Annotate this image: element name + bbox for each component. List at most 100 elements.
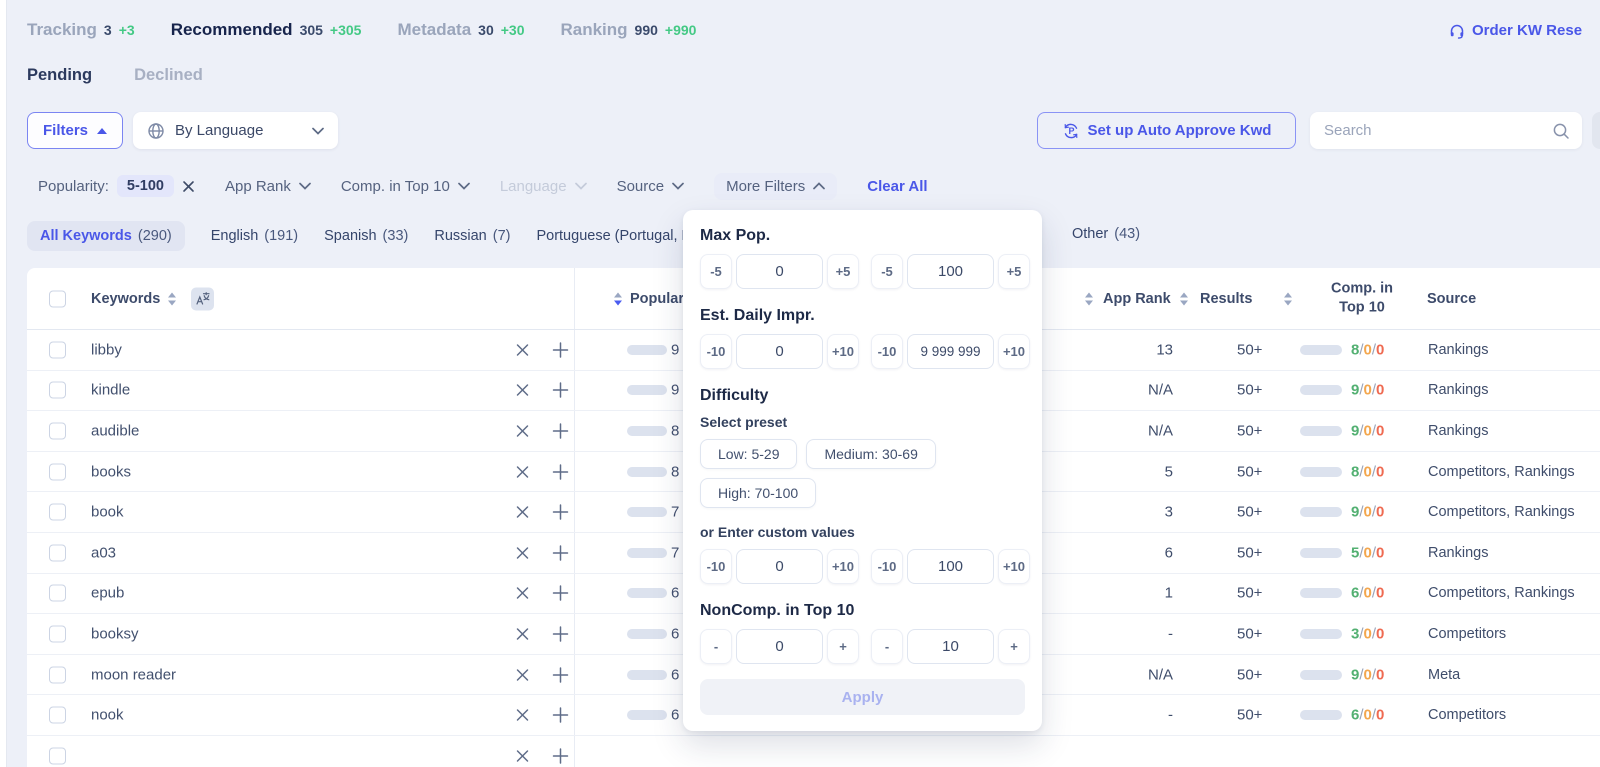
results-value: 50+ — [1237, 422, 1263, 440]
nav-item[interactable]: Recommended 305 +305 — [171, 20, 362, 40]
impr-max-increment[interactable]: +10 — [998, 334, 1030, 369]
add-keyword-icon[interactable] — [552, 341, 569, 358]
comp-top10-chip[interactable]: Comp. in Top 10 — [341, 178, 470, 195]
add-keyword-icon[interactable] — [552, 463, 569, 480]
decline-keyword-icon[interactable] — [515, 708, 530, 723]
decline-keyword-icon[interactable] — [515, 423, 530, 438]
add-keyword-icon[interactable] — [552, 544, 569, 561]
max-pop-min-increment[interactable]: +5 — [827, 254, 859, 289]
decline-keyword-icon[interactable] — [515, 545, 530, 560]
row-checkbox[interactable] — [49, 747, 66, 765]
decline-keyword-icon[interactable] — [515, 383, 530, 398]
language-tab-other[interactable]: Other (43) — [1072, 226, 1140, 242]
search-input[interactable] — [1324, 122, 1552, 139]
header-keywords[interactable]: Keywords — [91, 290, 161, 307]
decline-keyword-icon[interactable] — [515, 464, 530, 479]
popularity-chip[interactable]: Popularity: 5-100 — [38, 175, 195, 197]
max-pop-max-input[interactable]: 100 — [907, 254, 994, 289]
noncomp-min-decrement[interactable]: - — [700, 629, 732, 664]
by-language-dropdown[interactable]: By Language — [133, 112, 338, 149]
edge-button-partial[interactable] — [1592, 112, 1600, 149]
header-app-rank[interactable]: App Rank — [1103, 290, 1171, 307]
tab-pending[interactable]: Pending — [27, 66, 93, 84]
max-pop-max-increment[interactable]: +5 — [998, 254, 1030, 289]
row-checkbox[interactable] — [49, 341, 66, 359]
impr-max-input[interactable]: 9 999 999 — [907, 334, 994, 369]
decline-keyword-icon[interactable] — [515, 342, 530, 357]
language-tab[interactable]: Russian (7) — [434, 228, 510, 244]
noncomp-max-input[interactable]: 10 — [907, 629, 994, 664]
add-keyword-icon[interactable] — [552, 504, 569, 521]
preset-high[interactable]: High: 70-100 — [700, 478, 817, 508]
difficulty-max-input[interactable]: 100 — [907, 549, 994, 584]
max-pop-max-decrement[interactable]: -5 — [871, 254, 903, 289]
search-icon[interactable] — [1552, 122, 1570, 140]
add-keyword-icon[interactable] — [552, 625, 569, 642]
decline-keyword-icon[interactable] — [515, 749, 530, 764]
header-results[interactable]: Results — [1200, 290, 1253, 307]
add-keyword-icon[interactable] — [552, 422, 569, 439]
difficulty-min-decrement[interactable]: -10 — [700, 549, 732, 584]
add-keyword-icon[interactable] — [552, 707, 569, 724]
language-tab[interactable]: All Keywords (290) — [27, 220, 185, 251]
language-chip[interactable]: Language — [500, 178, 587, 195]
difficulty-min-increment[interactable]: +10 — [827, 549, 859, 584]
translate-icon[interactable] — [191, 287, 214, 310]
remove-filter-icon[interactable] — [182, 180, 195, 193]
noncomp-min-input[interactable]: 0 — [736, 629, 823, 664]
row-checkbox[interactable] — [49, 584, 66, 602]
row-checkbox[interactable] — [49, 706, 66, 724]
row-checkbox[interactable] — [49, 625, 66, 643]
filter-chips-row: Popularity: 5-100 App Rank Comp. in Top … — [38, 171, 928, 201]
impr-min-input[interactable]: 0 — [736, 334, 823, 369]
row-checkbox[interactable] — [49, 666, 66, 684]
apply-button[interactable]: Apply — [700, 679, 1025, 715]
max-pop-min-decrement[interactable]: -5 — [700, 254, 732, 289]
sort-popularity-icon[interactable] — [614, 292, 622, 305]
source-chip[interactable]: Source — [617, 178, 685, 195]
tab-declined[interactable]: Declined — [134, 66, 203, 84]
impr-min-increment[interactable]: +10 — [827, 334, 859, 369]
add-keyword-icon[interactable] — [552, 585, 569, 602]
nav-item[interactable]: Metadata 30 +30 — [397, 20, 524, 40]
add-keyword-icon[interactable] — [552, 748, 569, 765]
decline-keyword-icon[interactable] — [515, 626, 530, 641]
more-filters-chip[interactable]: More Filters — [714, 172, 838, 200]
noncomp-min-increment[interactable]: + — [827, 629, 859, 664]
preset-low[interactable]: Low: 5-29 — [700, 439, 798, 469]
auto-approve-button[interactable]: P Set up Auto Approve Kwd — [1037, 112, 1296, 149]
nav-item[interactable]: Ranking 990 +990 — [560, 20, 696, 40]
app-rank-chip[interactable]: App Rank — [225, 178, 311, 195]
filters-button[interactable]: Filters — [27, 112, 124, 149]
sort-results-icon[interactable] — [1180, 292, 1188, 305]
language-tab[interactable]: Spanish (33) — [324, 228, 408, 244]
noncomp-max-decrement[interactable]: - — [871, 629, 903, 664]
nav-item[interactable]: Tracking 3 +3 — [27, 20, 135, 40]
row-checkbox[interactable] — [49, 544, 66, 562]
decline-keyword-icon[interactable] — [515, 667, 530, 682]
impr-min-decrement[interactable]: -10 — [700, 334, 732, 369]
row-checkbox[interactable] — [49, 381, 66, 399]
order-kw-research-link[interactable]: Order KW Rese — [1449, 22, 1582, 39]
language-tab[interactable]: English (191) — [211, 228, 298, 244]
decline-keyword-icon[interactable] — [515, 505, 530, 520]
sort-keywords-icon[interactable] — [168, 292, 176, 305]
clear-all-link[interactable]: Clear All — [867, 177, 928, 195]
decline-keyword-icon[interactable] — [515, 586, 530, 601]
row-checkbox[interactable] — [49, 503, 66, 521]
noncomp-max-increment[interactable]: + — [998, 629, 1030, 664]
add-keyword-icon[interactable] — [552, 382, 569, 399]
max-pop-min-input[interactable]: 0 — [736, 254, 823, 289]
difficulty-min-input[interactable]: 0 — [736, 549, 823, 584]
sort-app-rank-icon[interactable] — [1085, 292, 1093, 305]
difficulty-max-decrement[interactable]: -10 — [871, 549, 903, 584]
select-all-checkbox[interactable] — [49, 290, 66, 307]
sort-comp-top10-icon[interactable] — [1284, 292, 1292, 305]
row-checkbox[interactable] — [49, 422, 66, 440]
preset-medium[interactable]: Medium: 30-69 — [806, 439, 936, 469]
row-checkbox[interactable] — [49, 463, 66, 481]
add-keyword-icon[interactable] — [552, 666, 569, 683]
difficulty-max-increment[interactable]: +10 — [998, 549, 1030, 584]
header-comp-top10[interactable]: Comp. in Top 10 — [1330, 279, 1394, 316]
impr-max-decrement[interactable]: -10 — [871, 334, 903, 369]
